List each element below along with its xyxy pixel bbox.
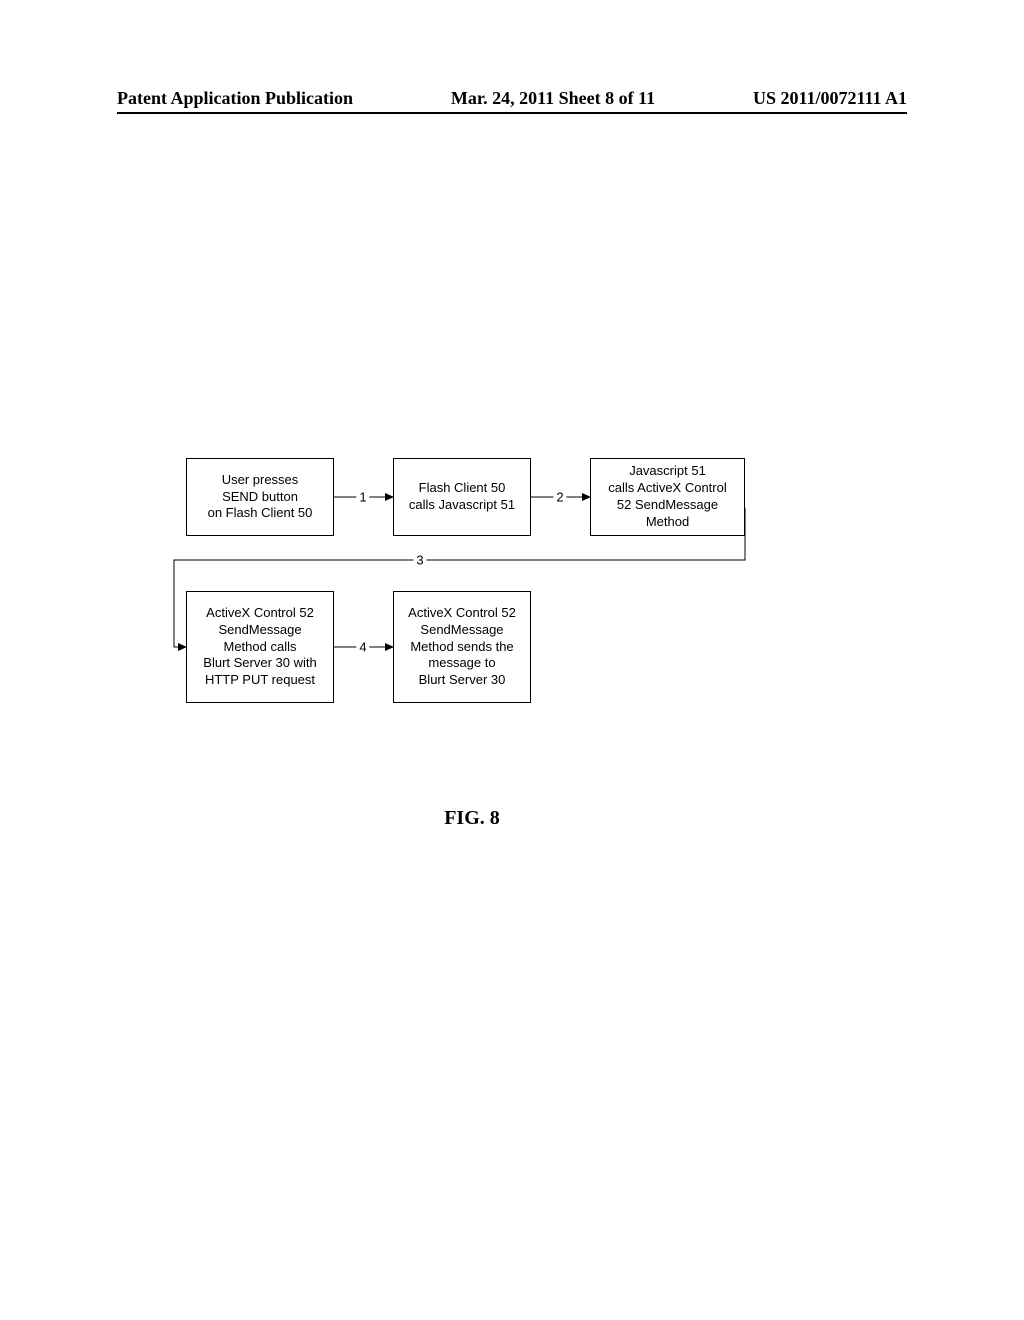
flowchart-diagram: User pressesSEND buttonon Flash Client 5… [0, 0, 1024, 1320]
flow-node-text: Javascript 51calls ActiveX Control52 Sen… [608, 463, 727, 531]
edge-label-4: 4 [356, 640, 369, 655]
edge-label-3: 3 [413, 553, 426, 568]
flow-node-n2: Flash Client 50calls Javascript 51 [393, 458, 531, 536]
flow-node-n5: ActiveX Control 52SendMessageMethod send… [393, 591, 531, 703]
flow-node-text: Flash Client 50calls Javascript 51 [409, 480, 515, 514]
flow-node-n3: Javascript 51calls ActiveX Control52 Sen… [590, 458, 745, 536]
flow-node-text: ActiveX Control 52SendMessageMethod call… [203, 605, 316, 689]
flow-node-n4: ActiveX Control 52SendMessageMethod call… [186, 591, 334, 703]
edge-label-2: 2 [553, 490, 566, 505]
flow-node-n1: User pressesSEND buttonon Flash Client 5… [186, 458, 334, 536]
edge-label-1: 1 [356, 490, 369, 505]
figure-label: FIG. 8 [444, 807, 500, 830]
flow-node-text: User pressesSEND buttonon Flash Client 5… [208, 472, 313, 523]
flow-node-text: ActiveX Control 52SendMessageMethod send… [408, 605, 516, 689]
